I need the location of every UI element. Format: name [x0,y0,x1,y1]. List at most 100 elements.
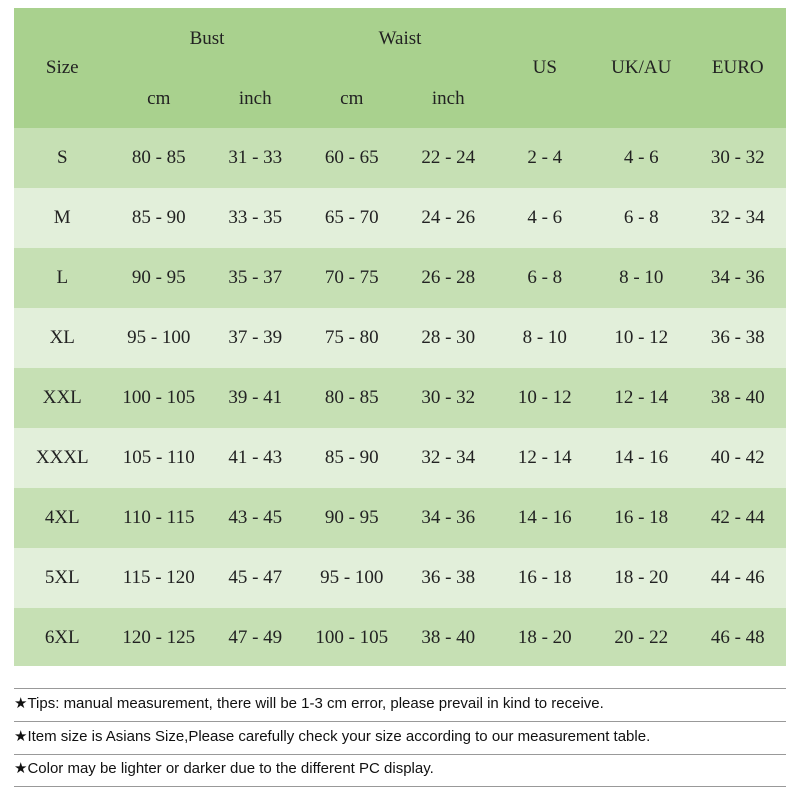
table-cell: 2 - 4 [527,147,563,168]
table-cell: 80 - 85 [131,147,186,168]
table-cell: 24 - 26 [421,207,476,228]
table-cell: 45 - 47 [228,567,283,588]
table-cell: 30 - 32 [421,387,476,408]
header-cell: US [532,57,557,78]
table-cell: 6 - 8 [623,207,659,228]
table-cell: 20 - 22 [614,627,669,648]
table-cell: 115 - 120 [122,567,195,588]
table-cell: 22 - 24 [421,147,476,168]
header-cell: cm [340,88,364,109]
table-cell: 4 - 6 [623,147,659,168]
header-cell: cm [147,88,171,109]
table-cell: 16 - 18 [614,507,669,528]
table-cell: 38 - 40 [421,627,476,648]
tip-text: ★Tips: manual measurement, there will be… [14,695,604,712]
table-cell: 65 - 70 [324,207,379,228]
header-cell: Waist [378,28,422,49]
table-cell: 33 - 35 [228,207,283,228]
table-cell: 120 - 125 [122,627,196,648]
table-cell: 41 - 43 [228,447,283,468]
table-cell: XL [49,327,75,348]
table-cell: 100 - 105 [315,627,389,648]
row-background [14,188,786,248]
table-cell: 14 - 16 [614,447,669,468]
table-cell: 39 - 41 [228,387,283,408]
table-cell: 32 - 34 [710,207,765,228]
row-background [14,428,786,488]
table-cell: 8 - 10 [619,267,664,288]
table-cell: 18 - 20 [614,567,669,588]
table-cell: 34 - 36 [710,267,765,288]
header-cell: inch [431,88,465,109]
separator [14,721,786,722]
row-background [14,548,786,608]
table-cell: L [56,267,69,288]
row-background [14,608,786,666]
table-cell: 35 - 37 [228,267,283,288]
row-background [14,368,786,428]
row-background [14,248,786,308]
table-cell: 4 - 6 [527,207,563,228]
table-cell: 12 - 14 [517,447,572,468]
table-cell: 6 - 8 [527,267,563,288]
row-background [14,488,786,548]
header-background [14,8,786,128]
table-cell: 90 - 95 [131,267,186,288]
table-cell: 43 - 45 [228,507,283,528]
table-cell: XXL [42,387,82,408]
table-cell: 60 - 65 [324,147,379,168]
table-cell: 100 - 105 [122,387,196,408]
table-cell: 31 - 33 [228,147,283,168]
table-cell: 95 - 100 [320,567,384,588]
table-cell: 42 - 44 [710,507,765,528]
table-cell: 14 - 16 [517,507,572,528]
table-cell: 30 - 32 [710,147,765,168]
separator [14,754,786,755]
table-cell: 18 - 20 [517,627,572,648]
header-cell: Size [45,57,79,78]
table-cell: 46 - 48 [710,627,765,648]
table-cell: 34 - 36 [421,507,476,528]
table-cell: 40 - 42 [710,447,765,468]
table-cell: 12 - 14 [614,387,669,408]
table-cell: 5XL [44,567,80,588]
table-cell: 95 - 100 [127,327,191,348]
table-cell: XXXL [35,447,89,468]
table-cell: M [53,207,71,228]
table-cell: 85 - 90 [131,207,186,228]
table-cell: 75 - 80 [324,327,379,348]
row-background [14,308,786,368]
header-cell: EURO [711,57,764,78]
table-cell: 47 - 49 [228,627,283,648]
table-cell: 16 - 18 [517,567,572,588]
table-cell: 80 - 85 [324,387,379,408]
table-cell: 10 - 12 [517,387,572,408]
table-cell: 36 - 38 [421,567,476,588]
tip-text: ★Item size is Asians Size,Please careful… [14,728,651,745]
separator [14,688,786,689]
table-cell: 38 - 40 [710,387,765,408]
table-cell: S [56,147,68,168]
table-cell: 36 - 38 [710,327,765,348]
table-cell: 85 - 90 [324,447,379,468]
table-cell: 70 - 75 [324,267,379,288]
row-background [14,128,786,188]
table-cell: 8 - 10 [522,327,567,348]
table-cell: 10 - 12 [614,327,669,348]
table-cell: 37 - 39 [228,327,283,348]
table-cell: 32 - 34 [421,447,476,468]
header-cell: Bust [189,28,225,49]
table-cell: 28 - 30 [421,327,476,348]
table-cell: 90 - 95 [324,507,379,528]
table-cell: 6XL [44,627,80,648]
header-cell: UK/AU [611,57,672,78]
table-cell: 44 - 46 [710,567,765,588]
table-cell: 4XL [44,507,80,528]
table-cell: 26 - 28 [421,267,476,288]
table-cell: 105 - 110 [122,447,195,468]
separator [14,786,786,787]
header-cell: inch [238,88,272,109]
table-cell: 110 - 115 [123,507,195,528]
tip-text: ★Color may be lighter or darker due to t… [14,760,434,777]
